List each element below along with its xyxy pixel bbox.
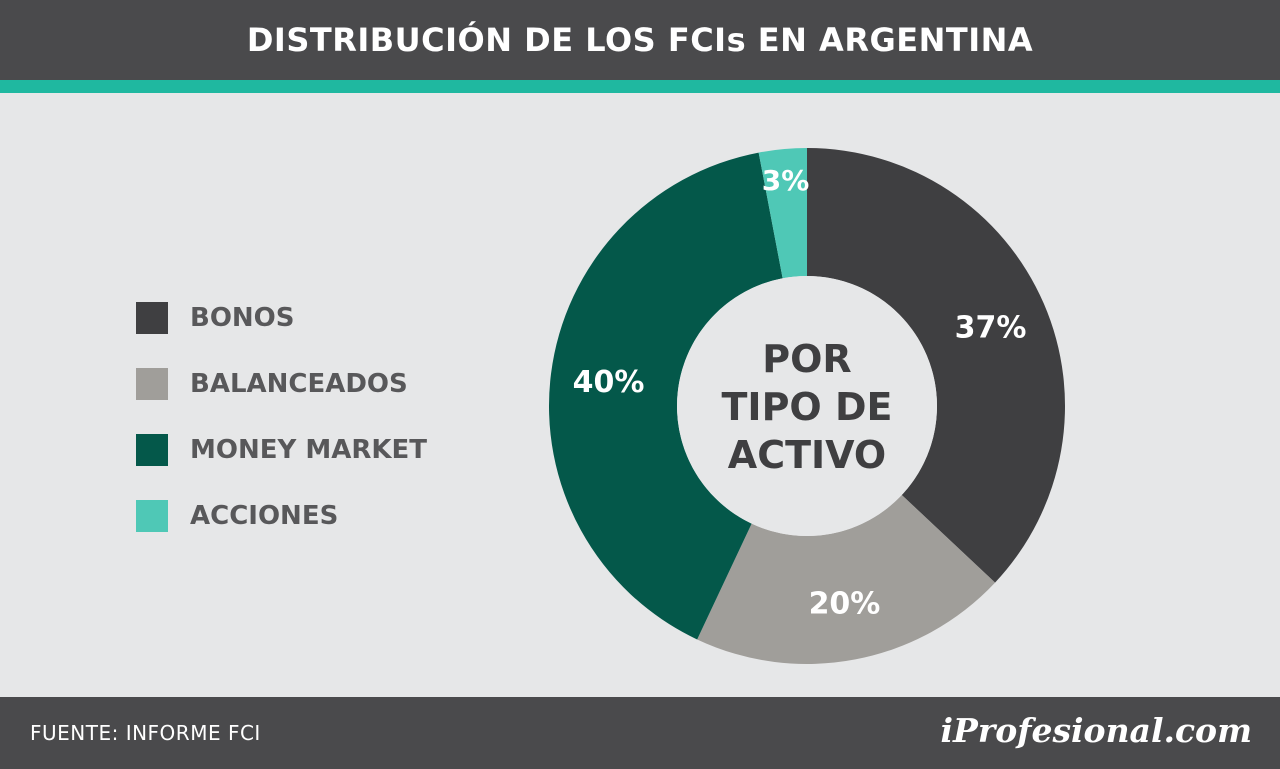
data-label-bonos: 37% — [955, 311, 1027, 346]
legend-swatch-bonos — [136, 302, 168, 334]
center-label-line: TIPO DE — [722, 385, 893, 429]
legend-label-money-market: MONEY MARKET — [190, 435, 428, 465]
footer-bar: FUENTE: INFORME FCI iProfesional.com — [0, 697, 1280, 769]
legend-item-money-market: MONEY MARKET — [136, 417, 427, 483]
legend-swatch-acciones — [136, 500, 168, 532]
legend-label-bonos: BONOS — [190, 303, 295, 333]
iprofesional-logo: iProfesional.com — [940, 711, 1253, 750]
legend-item-bonos: BONOS — [136, 285, 427, 351]
legend: BONOS BALANCEADOS MONEY MARKET ACCIONES — [136, 285, 427, 549]
data-label-acciones: 3% — [762, 164, 810, 197]
header-bar: DISTRIBUCIÓN DE LOS FCIs EN ARGENTINA — [0, 0, 1280, 80]
legend-swatch-balanceados — [136, 368, 168, 400]
legend-label-acciones: ACCIONES — [190, 501, 339, 531]
slice-balanceados — [697, 494, 996, 664]
donut-hole — [677, 276, 937, 536]
center-label-line: ACTIVO — [728, 433, 886, 477]
chart-title: DISTRIBUCIÓN DE LOS FCIs EN ARGENTINA — [246, 21, 1034, 59]
data-label-money-market: 40% — [573, 365, 645, 400]
legend-swatch-money-market — [136, 434, 168, 466]
legend-item-balanceados: BALANCEADOS — [136, 351, 427, 417]
data-label-balanceados: 20% — [809, 586, 881, 621]
legend-label-balanceados: BALANCEADOS — [190, 369, 408, 399]
legend-item-acciones: ACCIONES — [136, 483, 427, 549]
source-note: FUENTE: INFORME FCI — [30, 721, 261, 745]
center-label-line: POR — [762, 337, 851, 381]
slice-acciones — [758, 148, 807, 279]
slice-bonos — [807, 148, 1065, 583]
accent-bar — [0, 80, 1280, 93]
slice-money-market — [549, 152, 783, 640]
